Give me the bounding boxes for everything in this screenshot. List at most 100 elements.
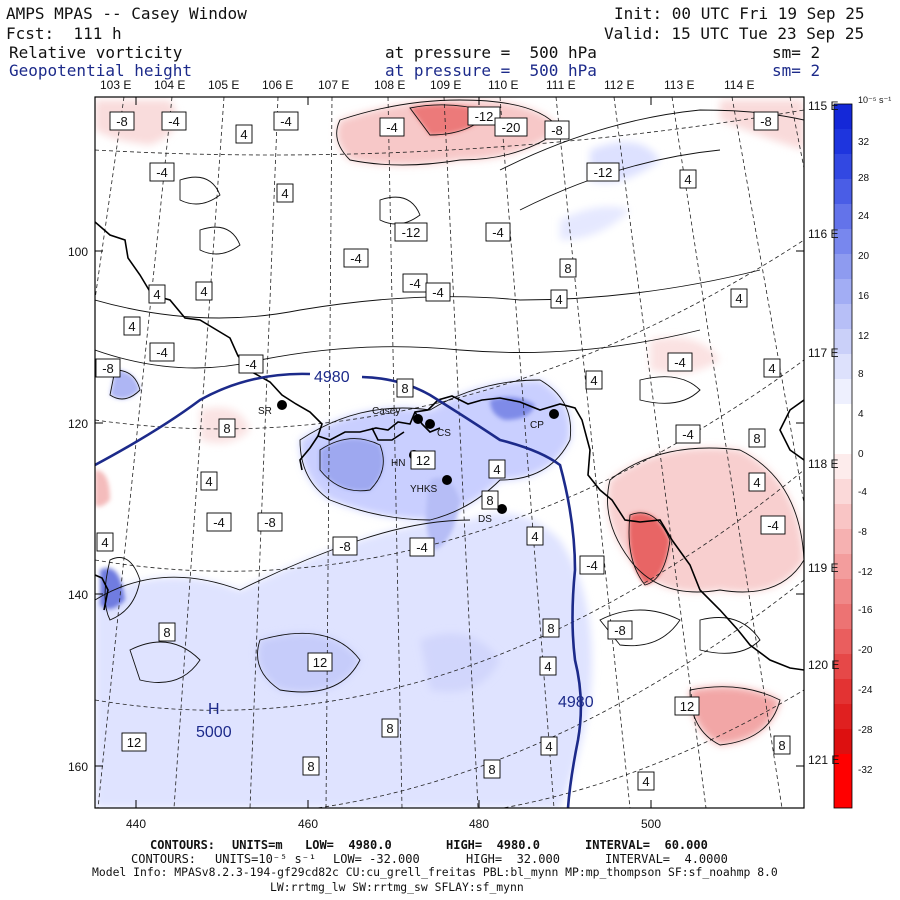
- colorbar-tick: 32: [858, 137, 870, 148]
- vorticity-contour-label: 8: [559, 258, 577, 278]
- valid-time: Valid: 15 UTC Tue 23 Sep 25: [604, 24, 865, 43]
- vorticity-contours: [95, 99, 804, 746]
- vorticity-contour-label: 4: [540, 736, 558, 756]
- colorbar-tick: 0: [858, 449, 864, 460]
- vorticity-contour-label: 4: [200, 471, 218, 491]
- vorticity-contour-label: -20: [494, 117, 528, 137]
- vorticity-label-text: 8: [547, 621, 554, 636]
- vorticity-label-text: -12: [402, 225, 421, 240]
- vorticity-contour-label: 8: [481, 490, 499, 510]
- vorticity-contour-label: 4: [550, 289, 568, 309]
- vorticity-label-text: -4: [168, 114, 180, 129]
- colorbar-tick: -28: [858, 725, 873, 736]
- height-labels: 4980 4980 H 5000: [196, 369, 594, 741]
- vorticity-contour-label: -8: [95, 358, 121, 378]
- vorticity-label-text: -4: [416, 540, 428, 555]
- vorticity-label-text: -12: [475, 109, 494, 124]
- vorticity-label-text: 4: [128, 319, 135, 334]
- vorticity-label-text: 4: [544, 659, 551, 674]
- vorticity-label-text: -4: [350, 251, 362, 266]
- vorticity-label-box: [149, 162, 175, 182]
- vorticity-contour-label: 4: [637, 771, 655, 791]
- vorticity-label-box: [526, 526, 544, 546]
- field2-pressure: at pressure = 500 hPa: [385, 61, 597, 80]
- vorticity-label-box: [760, 515, 786, 535]
- vorticity-contour-label: -4: [667, 352, 693, 372]
- colorbar-tick: 12: [858, 331, 870, 342]
- left-axis-label: 140: [68, 588, 88, 602]
- vorticity-label-text: 4: [153, 287, 160, 302]
- vorticity-contour-label: 4: [148, 284, 166, 304]
- vorticity-contour-label: -4: [402, 273, 428, 293]
- colorbar: [833, 103, 853, 809]
- vorticity-label-box: [763, 358, 781, 378]
- colorbar-tick: -8: [858, 527, 867, 538]
- vort-contour-low: LOW= -32.000: [333, 852, 420, 866]
- station-label-yhks: YHKS: [410, 484, 438, 495]
- vorticity-label-text: -4: [586, 558, 598, 573]
- colorbar-tick: -20: [858, 645, 873, 656]
- vorticity-label-text: 4: [281, 186, 288, 201]
- vorticity-label-box: [753, 111, 779, 131]
- vorticity-label-text: -8: [614, 623, 626, 638]
- axis-ticks: [95, 97, 804, 808]
- vorticity-label-text: 12: [127, 735, 141, 750]
- vorticity-contour-label: -8: [109, 111, 135, 131]
- vorticity-contour-label: 4: [526, 526, 544, 546]
- vorticity-label-text: 4: [684, 172, 691, 187]
- vorticity-contour-label: 4: [123, 316, 141, 336]
- vorticity-label-box: [481, 490, 499, 510]
- vorticity-contour-label: 4: [235, 124, 253, 144]
- station-label-ds: DS: [478, 514, 492, 525]
- vorticity-label-text: -12: [594, 165, 613, 180]
- height-high-marker: H: [208, 701, 220, 718]
- left-axis-label: 100: [68, 245, 88, 259]
- top-axis-labels: 103 E 104 E 105 E 106 E 107 E 108 E 109 …: [100, 78, 754, 92]
- vorticity-label-text: 4: [205, 474, 212, 489]
- vorticity-label-box: [679, 169, 697, 189]
- vorticity-contour-label: 4: [748, 472, 766, 492]
- height-high-value: 5000: [196, 724, 232, 741]
- left-axis-labels: 100 120 140 160: [68, 245, 88, 774]
- vorticity-contour-label: -12: [586, 162, 620, 182]
- vorticity-label-text: 8: [486, 493, 493, 508]
- colorbar-ticks: 32 28 24 20 16 12 8 4 0 -4 -8 -12 -16 -2…: [858, 95, 891, 776]
- vorticity-contour-label: 4: [539, 656, 557, 676]
- vorticity-contour-label: 8: [396, 378, 414, 398]
- station-ds-marker: [497, 504, 507, 514]
- vorticity-label-text: -4: [386, 120, 398, 135]
- field2-smoothing: sm= 2: [772, 61, 821, 80]
- vorticity-contour-label: -4: [379, 117, 405, 137]
- top-axis-label: 105 E: [208, 78, 239, 92]
- bottom-axis-label: 460: [298, 817, 318, 831]
- model-info: Model Info: MPASv8.2.3-194-gf29cd82c CU:…: [92, 865, 778, 879]
- left-axis-label: 160: [68, 760, 88, 774]
- vorticity-contour-label: -4: [238, 354, 264, 374]
- vorticity-label-box: [494, 117, 528, 137]
- station-label-casey: Casey: [372, 406, 400, 417]
- vorticity-label-box: [302, 756, 320, 776]
- init-time: Init: 00 UTC Fri 19 Sep 25: [614, 4, 865, 23]
- vorticity-label-box: [542, 618, 560, 638]
- vorticity-label-text: -8: [116, 114, 128, 129]
- vort-contour-label-title: CONTOURS:: [131, 852, 197, 866]
- height-contour-low: LOW= 4980.0: [305, 838, 392, 852]
- vorticity-label-box: [276, 183, 294, 203]
- vorticity-label-box: [540, 736, 558, 756]
- longitude-grid: [95, 97, 804, 808]
- vorticity-contour-label: -4: [409, 537, 435, 557]
- vorticity-label-text: -4: [767, 518, 779, 533]
- vorticity-label-text: 12: [313, 655, 327, 670]
- vorticity-label-box: [149, 342, 175, 362]
- vorticity-label-box: [109, 111, 135, 131]
- top-axis-label: 109 E: [430, 78, 461, 92]
- vorticity-label-box: [410, 450, 436, 470]
- vorticity-contour-label: -8: [257, 512, 283, 532]
- vorticity-contour-label: -12: [467, 106, 501, 126]
- height-contour-label-title: CONTOURS:: [150, 838, 216, 852]
- height-contours: [95, 372, 583, 808]
- vorticity-label-box: [748, 472, 766, 492]
- vorticity-contour-label: -4: [161, 111, 187, 131]
- vorticity-label-box: [238, 354, 264, 374]
